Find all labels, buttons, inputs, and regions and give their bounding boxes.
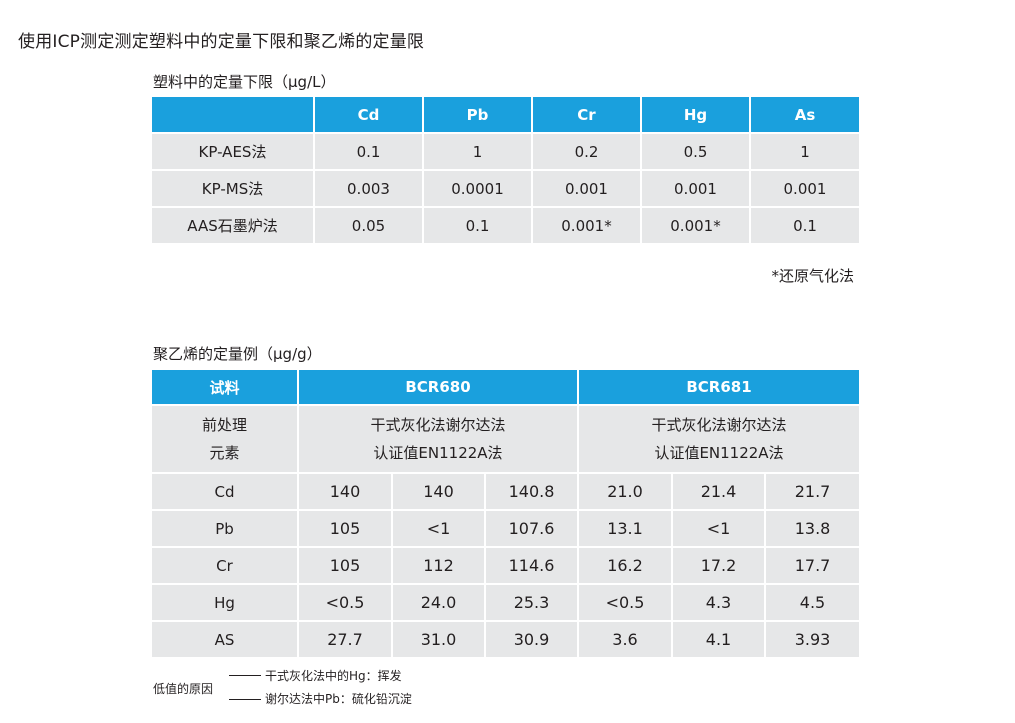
value-cell: 107.6: [484, 510, 578, 548]
element-cell: Cr: [152, 547, 298, 585]
table-header-row: Cd Pb Cr Hg As: [152, 97, 859, 134]
footnote-label: 低值的原因: [153, 682, 214, 696]
value-cell: 3.6: [577, 621, 672, 659]
value-cell: 0.2: [531, 133, 641, 171]
value-cell: 105: [297, 510, 392, 548]
value-cell: 0.001: [749, 170, 859, 208]
header-cell: Hg: [640, 97, 750, 134]
method-cell: AAS石墨炉法: [152, 207, 314, 243]
value-cell: 31.0: [391, 621, 485, 659]
table-header-row: 试料 BCR680 BCR681: [152, 370, 860, 406]
footnote-connector-line: [229, 675, 261, 676]
value-cell: <0.5: [577, 584, 672, 622]
value-cell: 0.5: [640, 133, 750, 171]
table-row: Cr 105 112 114.6 16.2 17.2 17.7: [152, 547, 860, 585]
pretreatment-row: 前处理 元素 干式灰化法谢尔达法 认证值EN1122A法 干式灰化法谢尔达法 认…: [152, 405, 860, 474]
footnote-connector-line: [229, 699, 261, 700]
value-cell: 17.2: [671, 547, 765, 585]
value-cell: 140.8: [484, 473, 578, 511]
value-cell: 0.001*: [531, 207, 641, 243]
header-cell: As: [749, 97, 859, 134]
value-cell: 105: [297, 547, 392, 585]
value-cell: 4.3: [671, 584, 765, 622]
value-cell: 0.001*: [640, 207, 750, 243]
footnote-reason-2: 谢尔达法中Pb：硫化铅沉淀: [265, 692, 412, 706]
value-cell: 21.0: [577, 473, 672, 511]
header-bcr681: BCR681: [576, 370, 860, 406]
value-cell: 0.001: [640, 170, 750, 208]
header-cell: Cr: [531, 97, 641, 134]
pretreatment-bcr681-line2: 认证值EN1122A法: [654, 444, 784, 462]
header-sample: 试料: [152, 370, 298, 406]
value-cell: <1: [391, 510, 485, 548]
pretreatment-bcr680: 干式灰化法谢尔达法 认证值EN1122A法: [297, 405, 578, 474]
pretreatment-bcr680-line1: 干式灰化法谢尔达法: [370, 416, 506, 434]
method-cell: KP-MS法: [152, 170, 314, 208]
value-cell: 13.1: [577, 510, 672, 548]
element-cell: Cd: [152, 473, 298, 511]
detection-limit-table: Cd Pb Cr Hg As KP-AES法 0.1 1 0.2 0.5 1 K…: [152, 97, 859, 243]
value-cell: 0.0001: [422, 170, 532, 208]
value-cell: 0.001: [531, 170, 641, 208]
value-cell: 4.1: [671, 621, 765, 659]
value-cell: 3.93: [763, 621, 860, 659]
value-cell: 114.6: [484, 547, 578, 585]
value-cell: 0.1: [422, 207, 532, 243]
header-cell: [152, 97, 314, 134]
value-cell: 13.8: [763, 510, 860, 548]
header-cell: Cd: [313, 97, 423, 134]
table1-note: *还原气化法: [771, 267, 854, 285]
value-cell: <1: [671, 510, 765, 548]
value-cell: 140: [297, 473, 392, 511]
value-cell: 0.05: [313, 207, 423, 243]
element-cell: AS: [152, 621, 298, 659]
value-cell: 0.1: [313, 133, 423, 171]
footnote-reason-1: 干式灰化法中的Hg：挥发: [265, 669, 402, 683]
value-cell: 112: [391, 547, 485, 585]
polyethylene-quant-table: 试料 BCR680 BCR681 前处理 元素 干式灰化法谢尔达法 认证值EN1…: [152, 370, 860, 659]
table-row: Cd 140 140 140.8 21.0 21.4 21.7: [152, 473, 860, 511]
table-row: AS 27.7 31.0 30.9 3.6 4.1 3.93: [152, 621, 860, 659]
element-cell: Hg: [152, 584, 298, 622]
value-cell: 21.7: [763, 473, 860, 511]
value-cell: 21.4: [671, 473, 765, 511]
header-bcr680: BCR680: [297, 370, 578, 406]
value-cell: 24.0: [391, 584, 485, 622]
table2-caption: 聚乙烯的定量例（μg/g）: [153, 345, 322, 363]
value-cell: 25.3: [484, 584, 578, 622]
table-row: Pb 105 <1 107.6 13.1 <1 13.8: [152, 510, 860, 548]
pretreatment-label: 前处理 元素: [152, 405, 298, 474]
value-cell: 30.9: [484, 621, 578, 659]
table-row: KP-AES法 0.1 1 0.2 0.5 1: [152, 133, 859, 171]
pretreatment-bcr680-line2: 认证值EN1122A法: [373, 444, 503, 462]
value-cell: 0.1: [749, 207, 859, 243]
value-cell: 16.2: [577, 547, 672, 585]
pretreatment-bcr681: 干式灰化法谢尔达法 认证值EN1122A法: [576, 405, 860, 474]
page-title: 使用ICP测定测定塑料中的定量下限和聚乙烯的定量限: [18, 32, 425, 52]
pretreatment-label-line1: 前处理: [201, 416, 247, 434]
value-cell: 4.5: [763, 584, 860, 622]
element-cell: Pb: [152, 510, 298, 548]
value-cell: 1: [422, 133, 532, 171]
pretreatment-label-line2: 元素: [209, 444, 240, 462]
header-cell: Pb: [422, 97, 532, 134]
table-row: KP-MS法 0.003 0.0001 0.001 0.001 0.001: [152, 170, 859, 208]
value-cell: 27.7: [297, 621, 392, 659]
table-row: AAS石墨炉法 0.05 0.1 0.001* 0.001* 0.1: [152, 207, 859, 243]
value-cell: 1: [749, 133, 859, 171]
pretreatment-bcr681-line1: 干式灰化法谢尔达法: [651, 416, 787, 434]
table-row: Hg <0.5 24.0 25.3 <0.5 4.3 4.5: [152, 584, 860, 622]
value-cell: 140: [391, 473, 485, 511]
value-cell: 0.003: [313, 170, 423, 208]
method-cell: KP-AES法: [152, 133, 314, 171]
table1-caption: 塑料中的定量下限（μg/L）: [153, 73, 336, 91]
value-cell: <0.5: [297, 584, 392, 622]
value-cell: 17.7: [763, 547, 860, 585]
